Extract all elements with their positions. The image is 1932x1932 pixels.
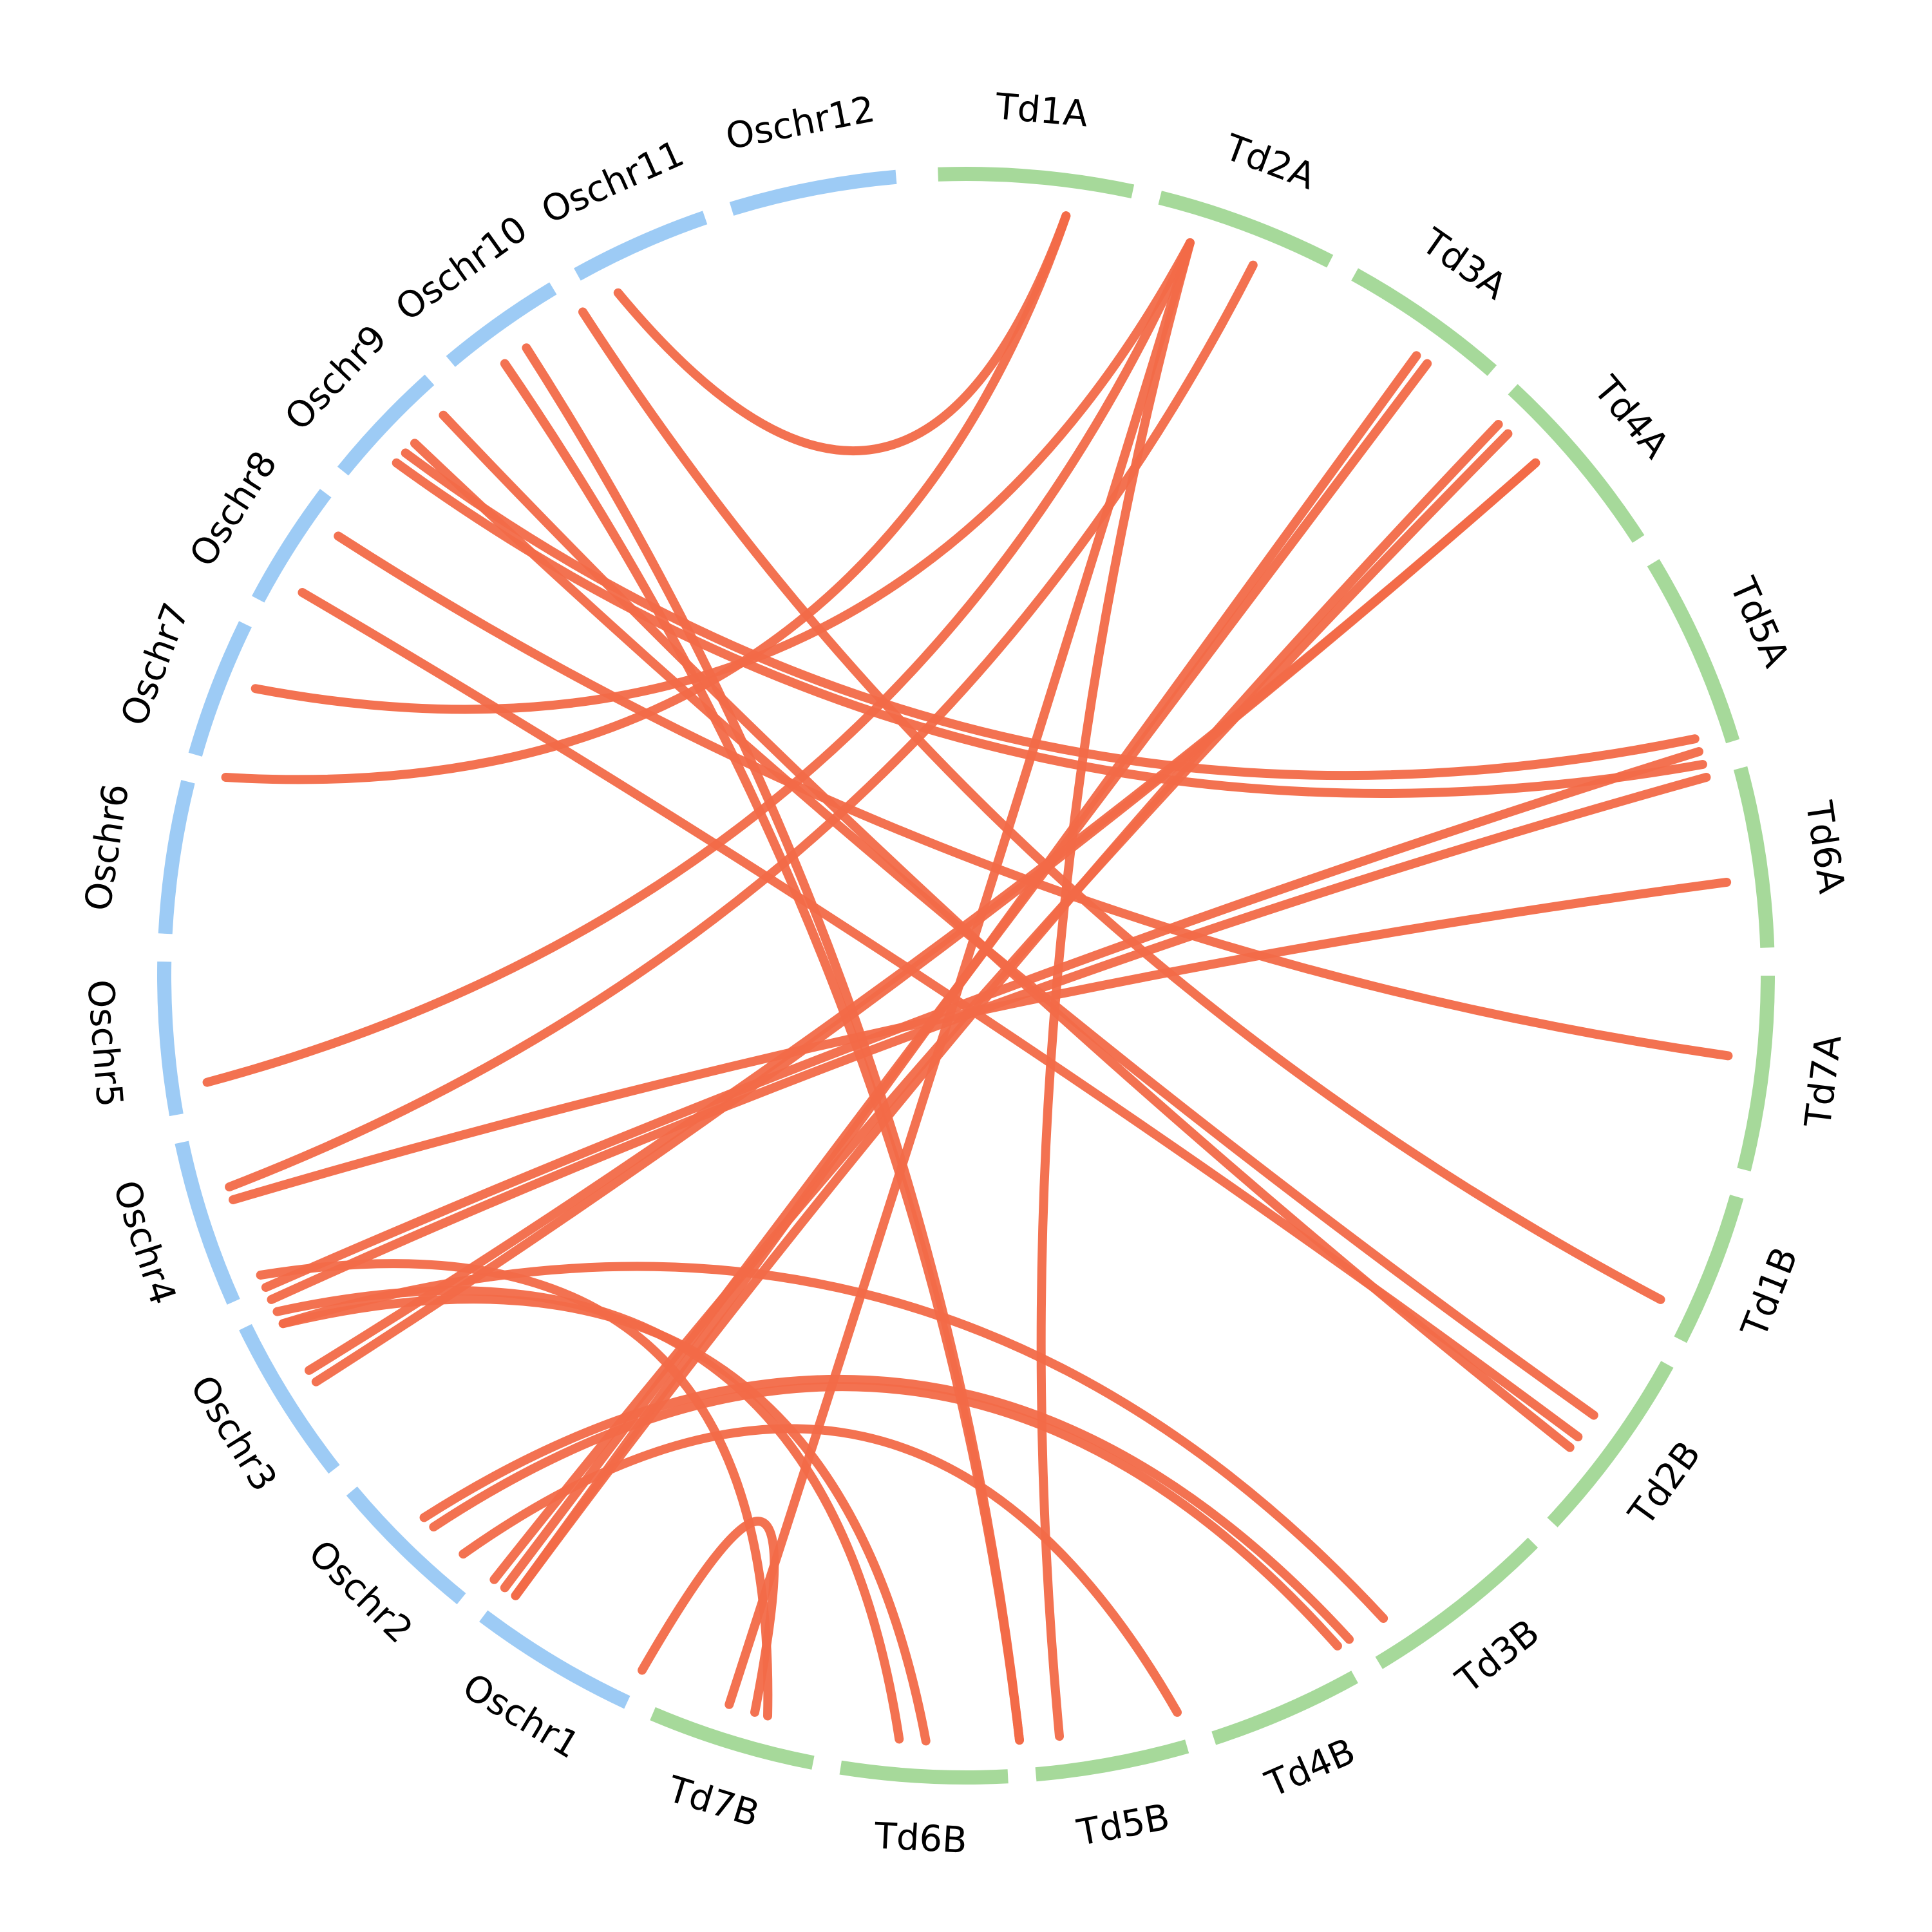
chromosome-segment-oschr3 xyxy=(239,1323,340,1474)
chromosome-segment-td6b xyxy=(839,1760,1009,1785)
chromosome-label-td4b: Td4B xyxy=(1259,1730,1361,1806)
chromosome-segment-td2a xyxy=(1158,191,1334,268)
chromosome-label-oschr1: Oschr1 xyxy=(455,1665,586,1767)
synteny-link-td5a-oschr9 xyxy=(392,458,1707,798)
chromosome-segment-oschr11 xyxy=(574,211,708,281)
synteny-link-td5a-oschr3 xyxy=(261,747,1703,1293)
chromosome-segment-oschr8 xyxy=(252,489,332,603)
synteny-link-td2a-oschr7 xyxy=(251,238,1195,714)
synteny-link-td7b-oschr1 xyxy=(638,1517,779,1717)
synteny-link-td3b-oschr2 xyxy=(429,1382,1342,1651)
chromosome-label-td5b: Td5B xyxy=(1074,1796,1173,1854)
chromosome-label-oschr3: Oschr3 xyxy=(182,1368,285,1499)
chromosome-segment-td7b xyxy=(650,1707,815,1770)
chromosome-label-oschr11: Oschr11 xyxy=(536,133,690,232)
chromosome-label-oschr9: Oschr9 xyxy=(277,317,395,439)
synteny-links xyxy=(202,211,1733,1746)
chromosome-label-oschr6: Oschr6 xyxy=(77,781,138,914)
synteny-link-td5a-oschr9 xyxy=(401,448,1700,781)
chromosome-segment-oschr4 xyxy=(175,1141,240,1305)
synteny-link-td1b-oschr10 xyxy=(578,307,1665,1304)
chromosome-segment-oschr5 xyxy=(157,961,184,1117)
synteny-link-td5a-oschr3 xyxy=(267,773,1711,1304)
chromosome-label-td1a: Td1A xyxy=(993,86,1090,135)
synteny-link-td5b-oschr9 xyxy=(500,359,1025,1745)
chromosome-segment-oschr9 xyxy=(337,374,435,476)
chromosome-segment-td1a xyxy=(938,167,1135,198)
chromosome-segment-oschr7 xyxy=(188,621,252,757)
synteny-link-td1a-oschr10 xyxy=(613,211,1071,456)
chromosome-segment-oschr1 xyxy=(479,1610,630,1709)
chromosome-segment-td6a xyxy=(1733,766,1775,948)
chromosome-segment-td5b xyxy=(1035,1739,1189,1782)
chromosome-segment-oschr12 xyxy=(729,169,897,216)
chromosome-label-td3a: Td3A xyxy=(1414,220,1514,308)
chromosome-label-oschr4: Oschr4 xyxy=(104,1175,184,1310)
chromosome-label-td6a: Td6A xyxy=(1797,798,1853,896)
chromosome-label-td6b: Td6B xyxy=(873,1815,968,1862)
chromosome-segment-td3a xyxy=(1351,268,1497,376)
chromosome-segment-td4b xyxy=(1211,1671,1358,1745)
chromosome-segment-oschr6 xyxy=(158,780,195,934)
synteny-link-td3a-oschr1 xyxy=(500,359,1432,1593)
chromosome-label-td3b: Td3B xyxy=(1448,1611,1548,1701)
chromosome-segment-td7a xyxy=(1737,975,1775,1171)
chromosome-label-td5a: Td5A xyxy=(1721,571,1797,674)
synteny-link-td3b-oschr3 xyxy=(278,1262,1388,1624)
chromosome-label-td2a: Td2A xyxy=(1219,126,1321,198)
chromosome-label-td7a: Td7A xyxy=(1797,1032,1850,1130)
synteny-link-td3b-oschr2 xyxy=(419,1374,1354,1644)
chromosome-segment-td1b xyxy=(1674,1195,1744,1343)
chromosome-label-td1b: Td1B xyxy=(1733,1242,1806,1344)
synteny-link-td2a-oschr5 xyxy=(202,238,1195,1087)
synteny-link-td2b-oschr8 xyxy=(439,410,1575,1452)
chromosome-segment-oschr10 xyxy=(446,282,557,367)
chromosome-segment-td3b xyxy=(1375,1537,1539,1669)
chromosome-segment-td4a xyxy=(1508,384,1645,543)
chromosome-label-td2b: Td2B xyxy=(1620,1434,1709,1533)
chromosome-segment-td2b xyxy=(1547,1361,1674,1528)
synteny-link-td2a-oschr4 xyxy=(225,260,1258,1192)
chromosome-label-oschr12: Oschr12 xyxy=(723,88,878,158)
chromosome-ring xyxy=(157,167,1775,1785)
chromosome-segment-oschr2 xyxy=(346,1486,466,1605)
synteny-link-td2a-td7b xyxy=(724,238,1195,1709)
chromosome-label-td4a: Td4A xyxy=(1585,368,1677,467)
synteny-link-td4b-oschr2 xyxy=(459,1424,1182,1717)
synteny-link-td6b-oschr3 xyxy=(272,1286,904,1744)
synteny-link-td7b-oschr3 xyxy=(256,1259,773,1721)
chromosome-label-oschr8: Oschr8 xyxy=(182,444,285,574)
synteny-link-td4a-oschr3 xyxy=(304,458,1540,1375)
synteny-link-td7a-oschr8 xyxy=(334,531,1733,1061)
chromosome-segment-td5a xyxy=(1647,559,1740,744)
chromosome-label-td7b: Td7B xyxy=(663,1768,764,1835)
chromosome-label-oschr7: Oschr7 xyxy=(113,598,198,732)
chromosome-label-oschr5: Oschr5 xyxy=(79,978,130,1109)
